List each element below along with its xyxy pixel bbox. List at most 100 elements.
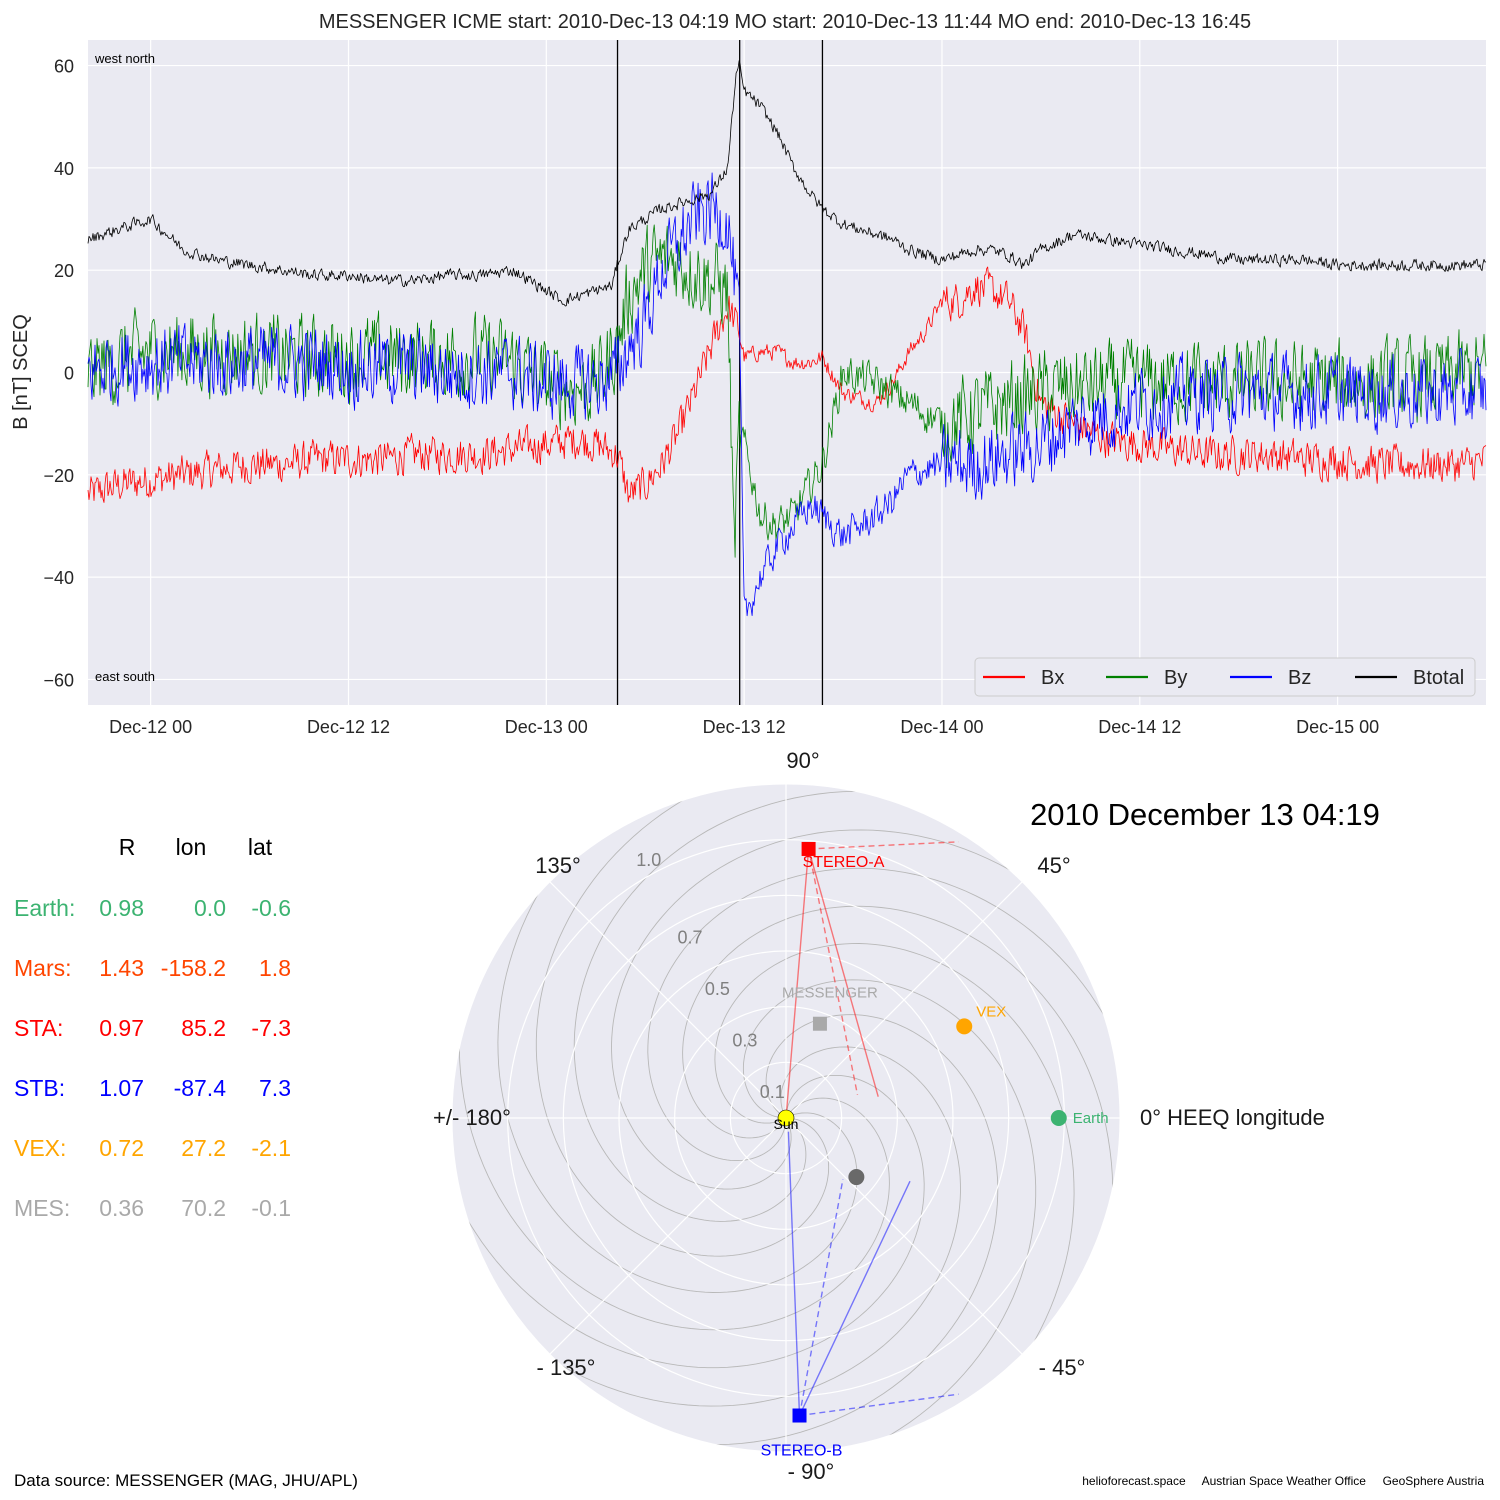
legend-label: Btotal xyxy=(1413,667,1464,689)
radial-tick-label: 0.1 xyxy=(760,1082,785,1102)
legend-frame xyxy=(974,657,1476,697)
angle-label: 135° xyxy=(535,853,581,878)
row-lon: 0.0 xyxy=(194,895,226,921)
table-rows: Earth: 0.98 0.0 -0.6 Mars: 1.43 -158.2 1.8 STA: 0… xyxy=(14,895,291,1221)
fov-line xyxy=(807,848,859,1095)
table-row: Mars: 1.43 -158.2 1.8 xyxy=(14,955,291,981)
row-lat: -0.6 xyxy=(251,895,291,921)
y-tick-label: 20 xyxy=(54,261,74,281)
table-row: VEX: 0.72 27.2 -2.1 xyxy=(14,1135,291,1161)
row-lat: 1.8 xyxy=(259,955,291,981)
fov-line xyxy=(799,1393,959,1417)
fov-line xyxy=(807,848,879,1097)
body-earth-label: Earth xyxy=(1073,1110,1109,1127)
table-header-lat: lat xyxy=(248,834,273,860)
y-tick-label: 40 xyxy=(54,159,74,179)
legend-label: Bz xyxy=(1288,667,1311,689)
series-line-btotal xyxy=(87,60,1487,307)
row-lon: -87.4 xyxy=(174,1075,227,1101)
table-row: Earth: 0.98 0.0 -0.6 xyxy=(14,895,291,921)
angle-label: +/- 180° xyxy=(433,1105,511,1130)
fov-line xyxy=(798,1178,844,1416)
fov-line xyxy=(785,848,810,1119)
table-header-lon: lon xyxy=(176,834,207,860)
polar-panel: 0.1 0.3 0.5 0.7 1.0 Sun Earth VEX MESSENGER STER… xyxy=(433,748,1325,1484)
row-name: Earth: xyxy=(14,895,75,921)
row-lat: 7.3 xyxy=(259,1075,291,1101)
row-lat: -2.1 xyxy=(251,1135,291,1161)
body-messenger-marker xyxy=(812,1016,827,1031)
table-row: STA: 0.97 85.2 -7.3 xyxy=(14,1015,291,1041)
bodies: Sun Earth VEX MESSENGER STEREO-A STEREO-B xyxy=(761,841,1109,1460)
body-sun-label: Sun xyxy=(774,1116,799,1132)
y-tick-label: −20 xyxy=(43,466,74,486)
polar-grid xyxy=(451,783,1121,1453)
row-name: VEX: xyxy=(14,1135,66,1161)
corner-label-bottom: east south xyxy=(95,669,155,684)
fov-line xyxy=(787,1131,801,1416)
x-tick-label: Dec-13 00 xyxy=(505,717,588,737)
y-tick-label: 60 xyxy=(54,57,74,77)
row-r: 1.07 xyxy=(99,1075,144,1101)
y-tick-label: −40 xyxy=(43,568,74,588)
radial-tick-label: 0.5 xyxy=(705,979,730,999)
row-lat: -7.3 xyxy=(251,1015,291,1041)
row-r: 0.36 xyxy=(99,1195,144,1221)
radial-tick-label: 1.0 xyxy=(636,850,661,870)
event-lines xyxy=(616,40,824,705)
body-stereo-b-marker xyxy=(792,1408,807,1423)
row-r: 1.43 xyxy=(99,955,144,981)
fov-line xyxy=(808,841,959,850)
radial-tick-label: 0.3 xyxy=(732,1031,757,1051)
legend-label: By xyxy=(1164,667,1187,689)
angle-label: - 45° xyxy=(1039,1355,1086,1380)
polar-date-title: 2010 December 13 04:19 xyxy=(1030,797,1380,832)
body-mercury-marker xyxy=(848,1169,865,1186)
legend-label: Bx xyxy=(1041,667,1064,689)
polar-outline xyxy=(451,783,1121,1453)
row-lat: -0.1 xyxy=(251,1195,291,1221)
radial-tick-label: 0.7 xyxy=(677,927,702,947)
body-sun-marker xyxy=(777,1109,795,1127)
top-chart-title: MESSENGER ICME start: 2010-Dec-13 04:19 … xyxy=(319,11,1251,33)
x-tick-label: Dec-14 12 xyxy=(1098,717,1181,737)
x-tick-labels: Dec-12 00 Dec-12 12 Dec-13 00 Dec-13 12 Dec-… xyxy=(109,717,1379,737)
y-tick-label: −60 xyxy=(43,670,74,690)
table-row: MES: 0.36 70.2 -0.1 xyxy=(14,1195,291,1221)
body-stereo-b-label: STEREO-B xyxy=(761,1443,843,1460)
corner-label-top: west north xyxy=(94,51,155,66)
angle-label: 90° xyxy=(786,748,819,773)
body-vex-marker xyxy=(956,1018,973,1035)
body-vex-label: VEX xyxy=(976,1003,1006,1020)
fov-line xyxy=(798,1180,911,1416)
timeseries-panel: −60 −40 −20 0 20 40 60 Dec-12 00 Dec-12 12 Dec-1… xyxy=(10,40,1487,737)
x-tick-label: Dec-14 00 xyxy=(900,717,983,737)
angular-gridline xyxy=(785,881,1023,1119)
field-of-view-lines xyxy=(785,841,959,1417)
legend-items: Bx By Bz Btotal xyxy=(983,667,1464,689)
table-row: STB: 1.07 -87.4 7.3 xyxy=(14,1075,291,1101)
row-lon: 85.2 xyxy=(181,1015,226,1041)
position-table: R lon lat Earth: 0.98 0.0 -0.6 Mars: 1.43 -158… xyxy=(14,834,291,1221)
y-tick-labels: −60 −40 −20 0 20 40 60 xyxy=(43,57,74,691)
row-r: 0.98 xyxy=(99,895,144,921)
y-tick-label: 0 xyxy=(64,364,74,384)
x-tick-label: Dec-12 12 xyxy=(307,717,390,737)
row-name: STA: xyxy=(14,1015,63,1041)
series-line-bx xyxy=(87,266,1487,503)
data-source: Data source: MESSENGER (MAG, JHU/APL) xyxy=(14,1471,358,1490)
row-r: 0.72 xyxy=(99,1135,144,1161)
body-earth-marker xyxy=(1050,1110,1067,1126)
angular-gridline xyxy=(549,1117,787,1355)
row-name: MES: xyxy=(14,1195,70,1221)
series-lines xyxy=(87,60,1487,617)
angle-label: - 135° xyxy=(537,1355,596,1380)
row-name: Mars: xyxy=(14,955,72,981)
angular-gridline xyxy=(785,1117,1023,1355)
row-name: STB: xyxy=(14,1075,65,1101)
x-tick-label: Dec-15 00 xyxy=(1296,717,1379,737)
y-axis-label: B [nT] SCEQ xyxy=(10,314,32,430)
x-tick-label: Dec-12 00 xyxy=(109,717,192,737)
row-lon: -158.2 xyxy=(161,955,226,981)
